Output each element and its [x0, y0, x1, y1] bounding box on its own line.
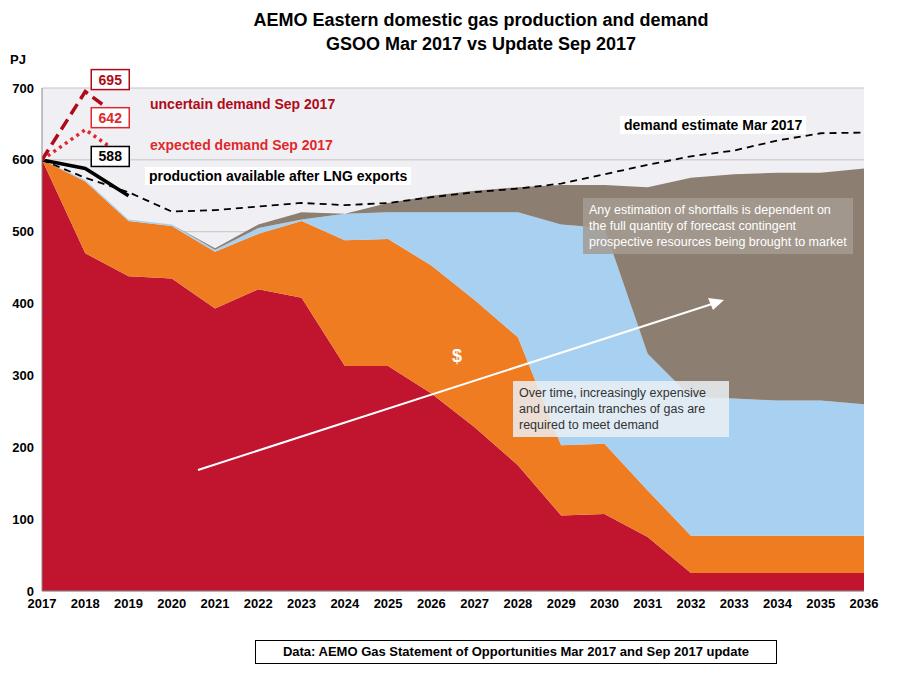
svg-text:642: 642 [99, 110, 123, 126]
svg-text:300: 300 [12, 368, 34, 383]
html-text:production available after LNG: production available after LNG exports [149, 168, 408, 184]
html-text:expected demand Sep 2017: expected demand Sep 2017 [150, 137, 333, 153]
svg-text:2025: 2025 [374, 596, 403, 611]
html-text:demand estimate Mar 2017: demand estimate Mar 2017 [624, 117, 803, 133]
svg-text:100: 100 [12, 512, 34, 527]
svg-text:2032: 2032 [676, 596, 705, 611]
svg-text:500: 500 [12, 224, 34, 239]
svg-text:2022: 2022 [244, 596, 273, 611]
svg-text:2028: 2028 [503, 596, 532, 611]
html-text:Data: AEMO Gas Statement of Op: Data: AEMO Gas Statement of Opportunitie… [282, 644, 750, 659]
svg-text:2033: 2033 [720, 596, 749, 611]
html-text:GSOO Mar 2017 vs Update Sep 20: GSOO Mar 2017 vs Update Sep 2017 [325, 34, 637, 54]
svg-text:2024: 2024 [330, 596, 360, 611]
svg-text:2030: 2030 [590, 596, 619, 611]
svg-text:588: 588 [99, 148, 123, 164]
html-text:Over time, increasingly expens: Over time, increasingly expensive and un… [519, 386, 706, 432]
svg-text:600: 600 [12, 152, 34, 167]
svg-text:695: 695 [99, 72, 123, 88]
svg-text:2029: 2029 [547, 596, 576, 611]
svg-text:2035: 2035 [806, 596, 835, 611]
html-text:PJ: PJ [10, 52, 26, 67]
html-text:Any estimation of shortfalls i: Any estimation of shortfalls is dependen… [589, 203, 847, 249]
svg-text:0: 0 [27, 584, 34, 599]
svg-text:200: 200 [12, 440, 34, 455]
svg-text:2023: 2023 [287, 596, 316, 611]
svg-text:2027: 2027 [460, 596, 489, 611]
svg-text:2018: 2018 [71, 596, 100, 611]
svg-text:700: 700 [12, 81, 34, 96]
svg-text:400: 400 [12, 296, 34, 311]
svg-text:2017: 2017 [27, 596, 57, 612]
svg-text:2020: 2020 [157, 596, 186, 611]
svg-text:2034: 2034 [763, 596, 793, 611]
svg-text:2031: 2031 [633, 596, 662, 611]
svg-text:2026: 2026 [417, 596, 446, 611]
html-text:AEMO Eastern domestic gas prod: AEMO Eastern domestic gas production and… [253, 10, 709, 30]
svg-text:2021: 2021 [201, 596, 230, 611]
svg-text:2036: 2036 [850, 596, 879, 611]
html-text:uncertain demand Sep 2017: uncertain demand Sep 2017 [150, 96, 336, 112]
svg-text:2019: 2019 [114, 596, 143, 611]
